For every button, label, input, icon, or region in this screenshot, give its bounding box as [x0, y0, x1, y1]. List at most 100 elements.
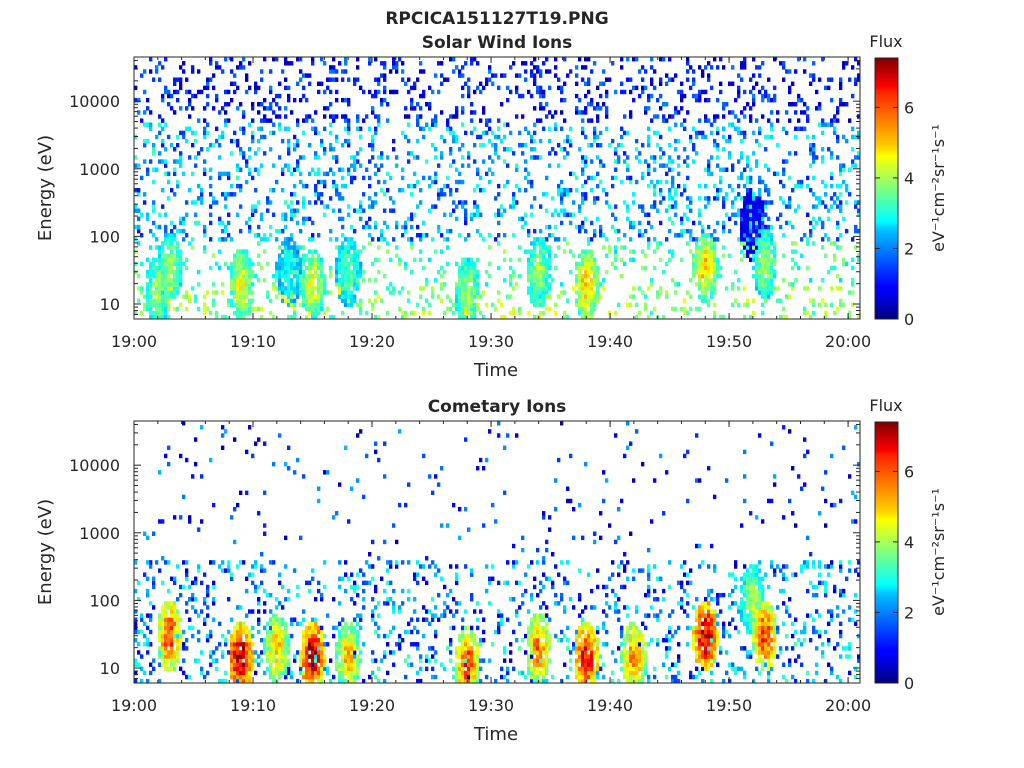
heatmap-cell: [746, 163, 750, 168]
heatmap-cell: [665, 237, 669, 242]
heatmap-cell: [164, 453, 168, 459]
heatmap-cell: [692, 253, 696, 258]
heatmap-cell: [641, 249, 645, 254]
heatmap-cell: [161, 290, 165, 295]
heatmap-cell: [260, 637, 264, 643]
heatmap-cell: [230, 670, 234, 676]
heatmap-cell: [596, 106, 600, 111]
heatmap-cell: [425, 282, 429, 287]
heatmap-cell: [356, 674, 360, 680]
heatmap-cell: [458, 306, 462, 312]
heatmap-cell: [695, 130, 699, 136]
heatmap-cell: [821, 147, 825, 152]
heatmap-cell: [272, 678, 276, 684]
heatmap-cell: [605, 269, 609, 275]
heatmap-cell: [170, 605, 174, 610]
heatmap-cell: [332, 633, 336, 639]
heatmap-cell: [737, 89, 741, 95]
heatmap-cell: [167, 637, 171, 643]
heatmap-cell: [677, 233, 681, 238]
heatmap-cell: [758, 142, 762, 148]
heatmap-cell: [233, 646, 237, 651]
heatmap-cell: [362, 494, 366, 500]
heatmap-cell: [839, 286, 843, 291]
heatmap-cell: [674, 212, 678, 217]
heatmap-cell: [560, 126, 564, 132]
heatmap-cell: [455, 106, 459, 111]
heatmap-cell: [134, 658, 138, 663]
heatmap-cell: [530, 257, 534, 263]
heatmap-cell: [179, 646, 183, 651]
heatmap-cell: [233, 437, 237, 442]
heatmap-cell: [248, 425, 252, 430]
heatmap-cell: [530, 155, 534, 160]
heatmap-cell: [704, 89, 708, 95]
heatmap-cell: [293, 249, 297, 254]
heatmap-cell: [233, 658, 237, 663]
heatmap-cell: [620, 257, 624, 263]
heatmap-cell: [158, 613, 162, 618]
heatmap-cell: [515, 114, 519, 119]
heatmap-cell: [401, 77, 405, 82]
heatmap-cell: [752, 93, 756, 99]
heatmap-cell: [422, 265, 426, 271]
heatmap-cell: [164, 601, 168, 606]
heatmap-cell: [581, 155, 585, 160]
heatmap-cell: [263, 249, 267, 254]
heatmap-cell: [434, 114, 438, 119]
heatmap-cell: [188, 298, 192, 303]
heatmap-cell: [401, 188, 405, 193]
heatmap-cell: [611, 138, 615, 144]
heatmap-cell: [692, 147, 696, 152]
heatmap-cell: [527, 261, 531, 267]
heatmap-cell: [170, 621, 174, 627]
heatmap-cell: [401, 69, 405, 74]
heatmap-cell: [755, 138, 759, 144]
heatmap-cell: [164, 122, 168, 127]
heatmap-cell: [551, 212, 555, 217]
heatmap-cell: [713, 265, 717, 271]
heatmap-cell: [179, 65, 183, 70]
heatmap-cell: [764, 269, 768, 275]
heatmap-cell: [752, 208, 756, 213]
heatmap-cell: [593, 265, 597, 271]
heatmap-cell: [317, 89, 321, 95]
heatmap-cell: [788, 282, 792, 287]
heatmap-cell: [164, 290, 168, 295]
heatmap-cell: [749, 249, 753, 254]
heatmap-cell: [290, 633, 294, 639]
heatmap-cell: [701, 265, 705, 271]
heatmap-cell: [455, 134, 459, 140]
heatmap-cell: [254, 233, 258, 238]
heatmap-cell: [185, 560, 189, 565]
heatmap-cell: [443, 282, 447, 287]
heatmap-cell: [587, 265, 591, 271]
heatmap-cell: [278, 666, 282, 672]
heatmap-cell: [470, 110, 474, 115]
heatmap-cell: [656, 97, 660, 103]
heatmap-cell: [818, 200, 822, 205]
heatmap-cell: [812, 302, 816, 308]
heatmap-cell: [236, 290, 240, 295]
heatmap-cell: [248, 670, 252, 676]
heatmap-cell: [509, 257, 513, 263]
heatmap-cell: [419, 126, 423, 132]
heatmap-cell: [317, 498, 321, 504]
heatmap-cell: [281, 212, 285, 217]
heatmap-cell: [377, 155, 381, 160]
heatmap-cell: [593, 261, 597, 267]
heatmap-cell: [698, 89, 702, 95]
heatmap-cell: [281, 138, 285, 144]
heatmap-cell: [356, 637, 360, 643]
heatmap-cell: [680, 306, 684, 312]
heatmap-cell: [545, 261, 549, 267]
heatmap-cell: [659, 188, 663, 193]
heatmap-cell: [518, 216, 522, 222]
heatmap-cell: [281, 650, 285, 655]
heatmap-cell: [524, 142, 528, 148]
heatmap-cell: [284, 461, 288, 467]
heatmap-cell: [755, 216, 759, 222]
heatmap-cell: [134, 670, 138, 676]
heatmap-cell: [536, 155, 540, 160]
heatmap-cell: [851, 265, 855, 271]
